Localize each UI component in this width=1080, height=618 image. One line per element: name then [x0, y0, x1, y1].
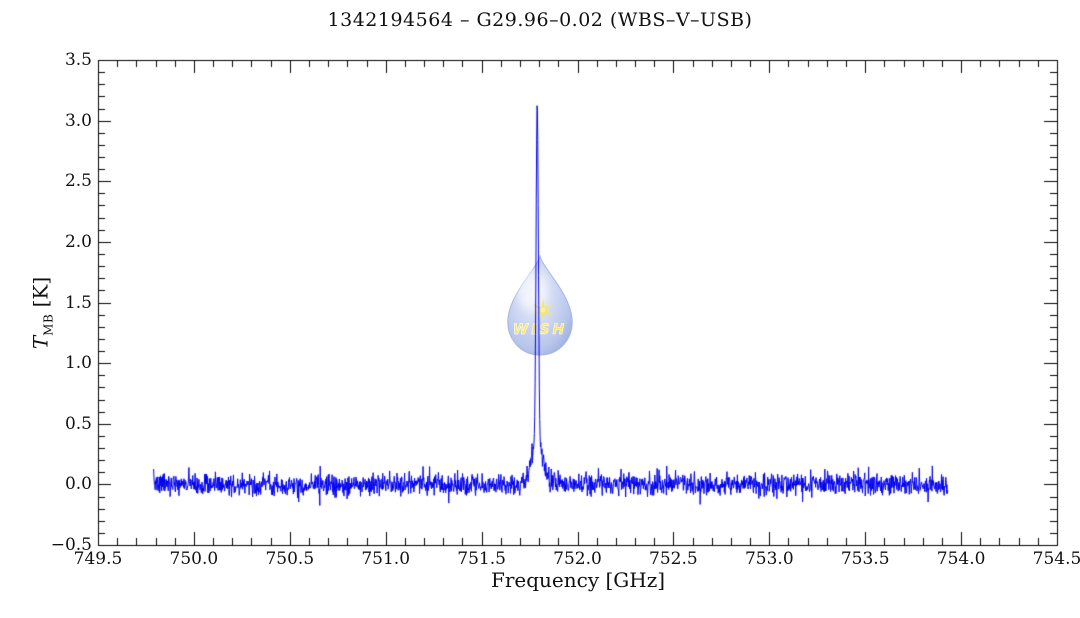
x-tick-label: 753.0	[744, 549, 794, 569]
x-tick-label: 751.0	[361, 549, 411, 569]
x-tick-label: 749.5	[73, 549, 123, 569]
x-tick-label: 751.5	[457, 549, 506, 569]
x-tick-label: 752.0	[553, 549, 602, 569]
x-tick-label: 750.5	[265, 549, 315, 569]
x-tick-label: 753.5	[840, 549, 890, 569]
y-tick-label: 0.5	[64, 413, 92, 434]
y-tick-label: 0.0	[64, 474, 92, 495]
y-tick-label: −0.5	[50, 535, 92, 555]
y-tick-label: 2.0	[64, 231, 92, 252]
x-tick-label: 752.5	[649, 549, 698, 569]
y-tick-label: 2.5	[64, 171, 92, 192]
x-tick-label: 754.5	[1032, 549, 1080, 569]
x-tick-label: 754.0	[936, 549, 986, 569]
y-tick-label: 3.5	[64, 50, 92, 70]
x-tick-label: 750.0	[169, 549, 219, 569]
y-tick-label: 1.0	[64, 353, 92, 374]
y-tick-label: 1.5	[64, 292, 92, 313]
y-tick-label: 3.0	[64, 110, 92, 131]
